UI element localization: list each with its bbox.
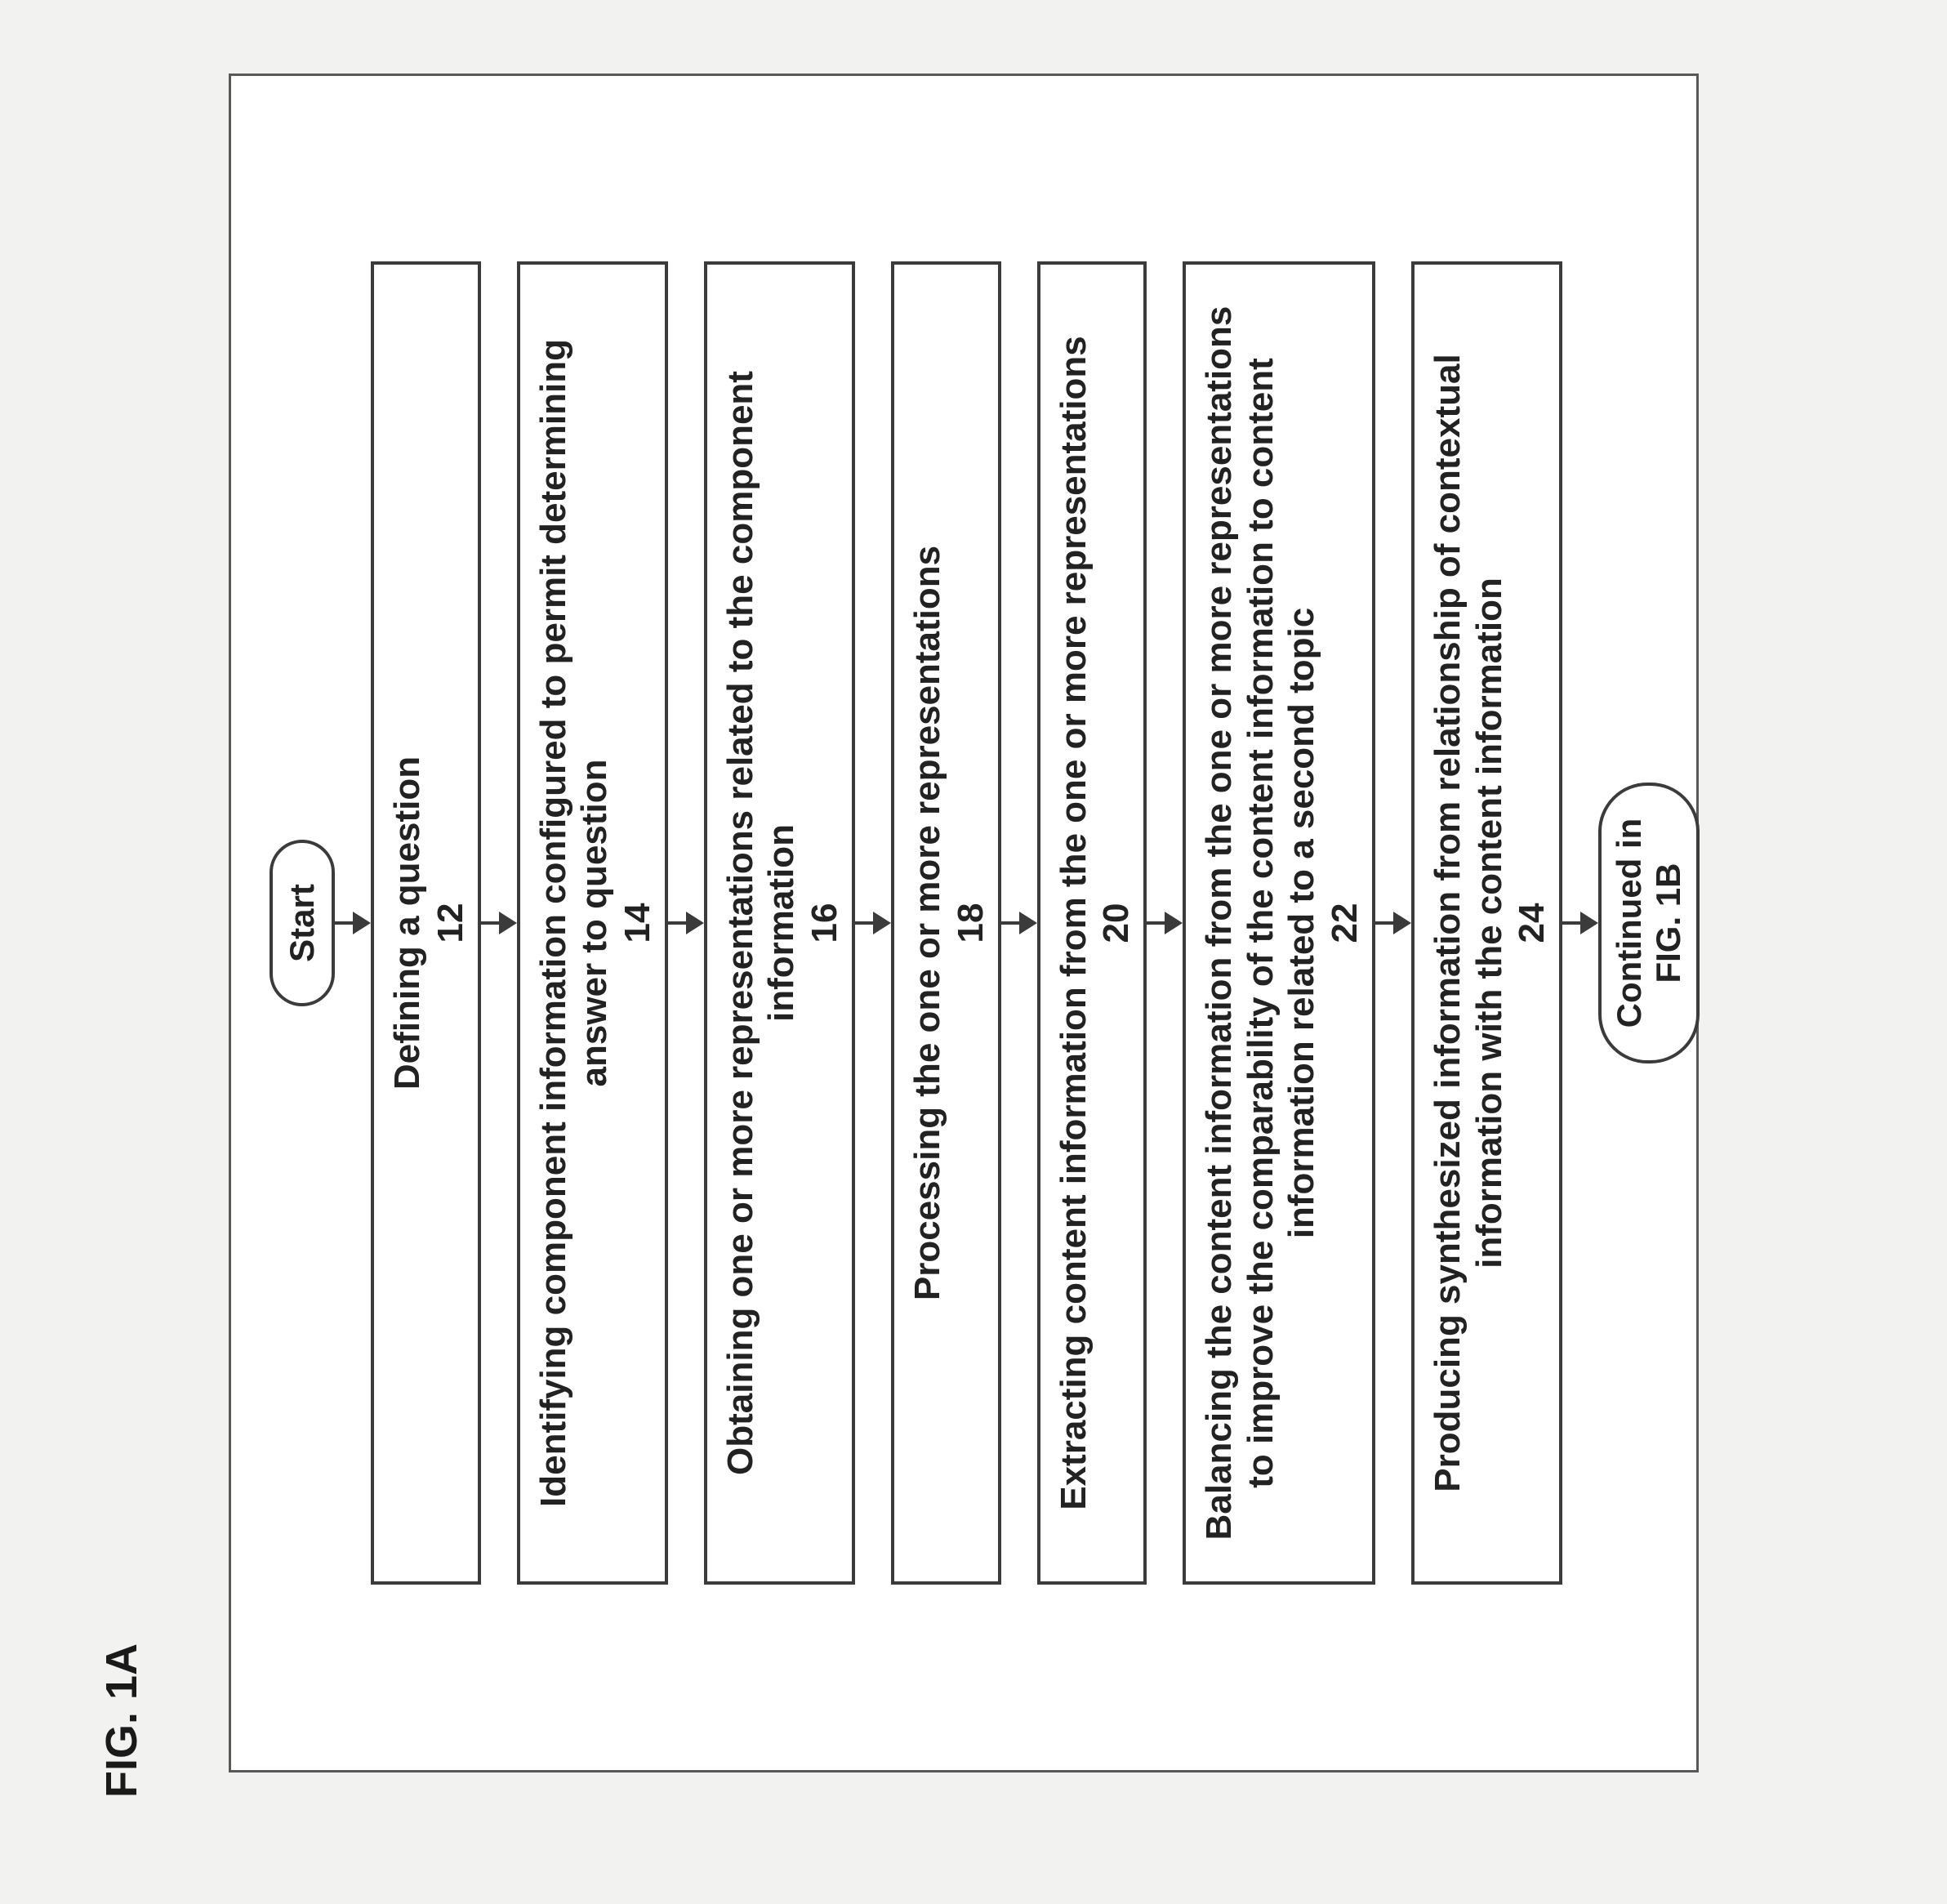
step-number: 18 (951, 289, 991, 1557)
end-label-line1: Continued in (1610, 818, 1649, 1028)
start-terminator: Start (270, 840, 335, 1006)
arrow-icon (855, 912, 891, 934)
step-number: 20 (1096, 289, 1137, 1557)
figure-frame: Start Defining a question 12 Identifying… (229, 74, 1699, 1772)
arrow-icon (668, 912, 704, 934)
step-number: 14 (617, 289, 658, 1557)
step-box-24: Producing synthesized information from r… (1411, 261, 1562, 1585)
end-label-line2: FIG. 1B (1649, 818, 1688, 1028)
start-label: Start (283, 884, 321, 962)
step-box-20: Extracting content information from the … (1037, 261, 1147, 1585)
step-text: Identifying component information config… (533, 289, 616, 1557)
step-text: Balancing the content information from t… (1199, 289, 1323, 1557)
end-terminator: Continued in FIG. 1B (1598, 783, 1700, 1064)
step-box-14: Identifying component information config… (517, 261, 668, 1585)
figure-label: FIG. 1A (96, 1643, 147, 1798)
step-box-12: Defining a question 12 (371, 261, 481, 1585)
step-text: Extracting content information from the … (1054, 289, 1095, 1557)
arrow-icon (1562, 912, 1598, 934)
step-text: Producing synthesized information from r… (1428, 289, 1510, 1557)
step-box-22: Balancing the content information from t… (1183, 261, 1375, 1585)
step-number: 22 (1325, 289, 1366, 1557)
arrow-icon (1147, 912, 1183, 934)
flowchart: Start Defining a question 12 Identifying… (270, 106, 1658, 1740)
step-text: Defining a question (387, 289, 429, 1557)
arrow-icon (1375, 912, 1411, 934)
arrow-icon (481, 912, 517, 934)
step-number: 16 (804, 289, 845, 1557)
step-text: Processing the one or more representatio… (907, 289, 949, 1557)
step-text: Obtaining one or more representations re… (720, 289, 803, 1557)
arrow-icon (335, 912, 371, 934)
arrow-icon (1001, 912, 1037, 934)
step-box-18: Processing the one or more representatio… (891, 261, 1001, 1585)
step-box-16: Obtaining one or more representations re… (704, 261, 855, 1585)
step-number: 24 (1512, 289, 1553, 1557)
step-number: 12 (430, 289, 471, 1557)
